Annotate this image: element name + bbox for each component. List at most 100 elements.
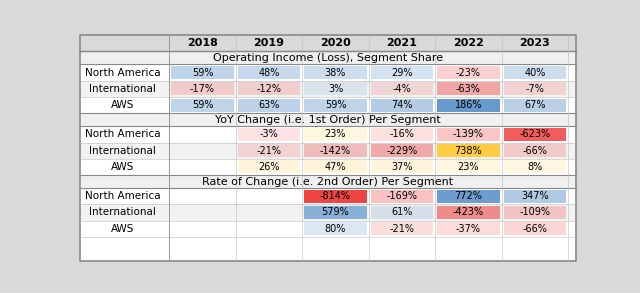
Bar <box>237 128 300 141</box>
Bar <box>437 82 500 96</box>
Bar <box>80 113 576 126</box>
Bar <box>304 66 367 79</box>
Bar <box>80 143 576 159</box>
Text: -229%: -229% <box>387 146 417 156</box>
Bar <box>237 82 300 96</box>
Text: -12%: -12% <box>257 84 282 94</box>
Text: 47%: 47% <box>324 162 346 172</box>
Text: -66%: -66% <box>522 146 547 156</box>
Bar <box>504 82 566 96</box>
Text: 2021: 2021 <box>387 38 417 48</box>
Bar <box>437 66 500 79</box>
Text: 48%: 48% <box>259 68 280 78</box>
Text: 63%: 63% <box>259 100 280 110</box>
Text: International: International <box>90 84 156 94</box>
Bar <box>304 98 367 112</box>
Text: -3%: -3% <box>260 130 278 139</box>
Text: AWS: AWS <box>111 224 134 234</box>
Text: 23%: 23% <box>324 130 346 139</box>
Bar <box>371 128 433 141</box>
Bar <box>504 206 566 219</box>
Text: -21%: -21% <box>257 146 282 156</box>
Text: North America: North America <box>85 68 161 78</box>
Bar <box>504 98 566 112</box>
Text: International: International <box>90 207 156 217</box>
Text: -66%: -66% <box>522 224 547 234</box>
Text: 23%: 23% <box>458 162 479 172</box>
Text: 579%: 579% <box>321 207 349 217</box>
Text: -623%: -623% <box>519 130 550 139</box>
Text: 3%: 3% <box>328 84 343 94</box>
Bar <box>437 160 500 173</box>
Text: YoY Change (i.e. 1st Order) Per Segment: YoY Change (i.e. 1st Order) Per Segment <box>215 115 441 125</box>
Text: 2023: 2023 <box>520 38 550 48</box>
Text: 2022: 2022 <box>453 38 484 48</box>
Text: 40%: 40% <box>524 68 545 78</box>
Text: 2019: 2019 <box>253 38 284 48</box>
Text: -814%: -814% <box>320 191 351 201</box>
Text: 2020: 2020 <box>320 38 351 48</box>
Bar <box>504 222 566 235</box>
Bar <box>504 160 566 173</box>
Bar <box>437 98 500 112</box>
Text: -423%: -423% <box>453 207 484 217</box>
Text: 59%: 59% <box>192 100 213 110</box>
Bar <box>504 128 566 141</box>
Bar <box>437 222 500 235</box>
Text: 772%: 772% <box>454 191 483 201</box>
Bar <box>80 64 576 81</box>
Text: -16%: -16% <box>390 130 414 139</box>
Bar <box>237 144 300 157</box>
Text: 2018: 2018 <box>187 38 218 48</box>
Bar <box>437 128 500 141</box>
Bar <box>80 126 576 143</box>
Bar <box>371 82 433 96</box>
Text: North America: North America <box>85 191 161 201</box>
Text: 29%: 29% <box>391 68 413 78</box>
Bar <box>304 190 367 203</box>
Text: -169%: -169% <box>387 191 417 201</box>
Text: -37%: -37% <box>456 224 481 234</box>
Bar <box>371 160 433 173</box>
Bar <box>504 66 566 79</box>
Bar <box>80 81 576 97</box>
Bar <box>80 159 576 175</box>
Text: 67%: 67% <box>524 100 545 110</box>
Bar <box>371 206 433 219</box>
Text: -139%: -139% <box>453 130 484 139</box>
Text: 738%: 738% <box>454 146 482 156</box>
Text: 38%: 38% <box>324 68 346 78</box>
Text: 347%: 347% <box>521 191 548 201</box>
Bar <box>304 160 367 173</box>
Bar <box>304 206 367 219</box>
Text: 59%: 59% <box>192 68 213 78</box>
Bar <box>172 66 234 79</box>
Text: AWS: AWS <box>111 162 134 172</box>
Text: 8%: 8% <box>527 162 543 172</box>
Bar <box>237 66 300 79</box>
Bar <box>304 144 367 157</box>
Bar <box>237 98 300 112</box>
Text: AWS: AWS <box>111 100 134 110</box>
Text: -142%: -142% <box>320 146 351 156</box>
Bar <box>437 144 500 157</box>
Bar <box>80 204 576 221</box>
Bar <box>304 82 367 96</box>
Bar <box>172 98 234 112</box>
Bar <box>504 190 566 203</box>
Text: -109%: -109% <box>519 207 550 217</box>
Text: -4%: -4% <box>392 84 412 94</box>
Bar <box>80 221 576 237</box>
Text: International: International <box>90 146 156 156</box>
Bar <box>437 206 500 219</box>
Text: -21%: -21% <box>389 224 415 234</box>
Bar <box>371 144 433 157</box>
Text: 186%: 186% <box>454 100 482 110</box>
Text: 26%: 26% <box>258 162 280 172</box>
Text: -7%: -7% <box>525 84 544 94</box>
Bar <box>80 97 576 113</box>
Bar <box>304 222 367 235</box>
Text: 37%: 37% <box>391 162 413 172</box>
Bar <box>80 175 576 188</box>
Text: -63%: -63% <box>456 84 481 94</box>
